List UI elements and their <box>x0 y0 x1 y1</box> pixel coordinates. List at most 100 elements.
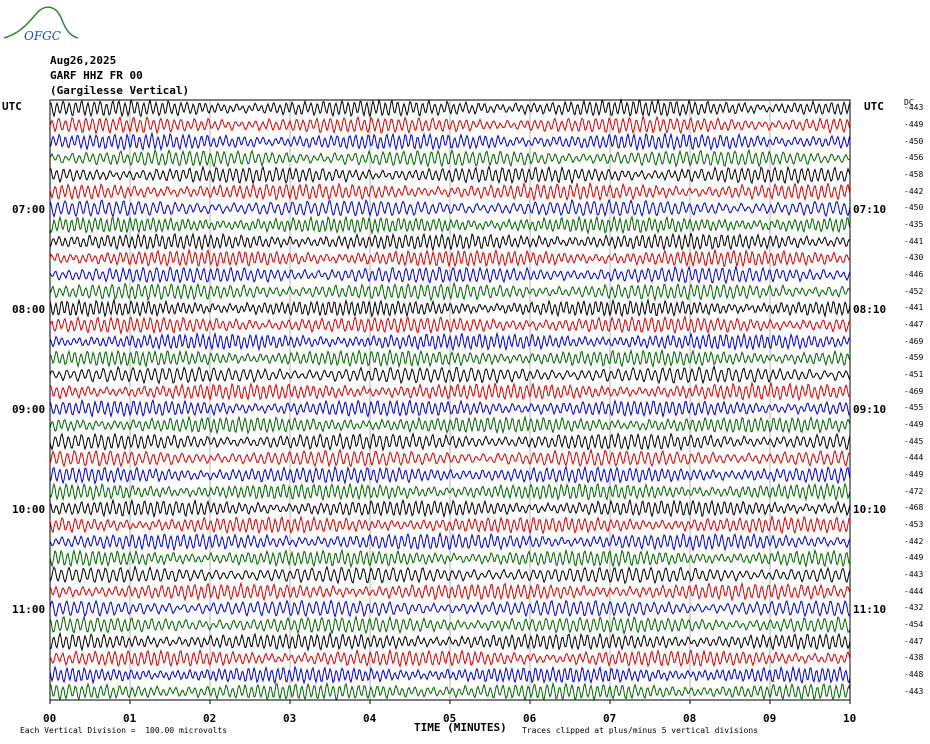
seismic-trace <box>49 248 851 268</box>
dc-offset-label: -443 <box>904 570 924 579</box>
right-time-label: 07:10 <box>853 203 887 216</box>
scale-note: Each Vertical Division = 100.00 microvol… <box>20 726 228 735</box>
seismic-trace <box>49 264 851 285</box>
seismic-trace <box>49 298 851 319</box>
dc-offset-label: -443 <box>904 686 924 696</box>
x-tick-label: 10 <box>843 712 857 725</box>
seismic-trace <box>49 181 851 202</box>
header-station: GARF HHZ FR 00 <box>50 69 143 82</box>
dc-offset-label: -469 <box>904 336 924 346</box>
x-tick-label: 07 <box>603 712 617 725</box>
seismic-trace <box>49 448 851 468</box>
dc-offset-label: -441 <box>904 303 924 313</box>
dc-offset-label: -450 <box>904 136 924 146</box>
x-tick-label: 05 <box>443 712 457 725</box>
dc-offset-label: -445 <box>904 436 924 446</box>
dc-offset-label: -472 <box>904 486 924 496</box>
seismic-trace <box>49 498 851 519</box>
seismic-trace <box>49 148 851 168</box>
dc-offset-label: -458 <box>904 170 924 179</box>
seismic-trace <box>49 398 851 419</box>
x-tick-label: 01 <box>123 712 137 725</box>
left-time-label: 07:00 <box>12 203 46 216</box>
dc-offset-label: -447 <box>904 636 924 646</box>
utc-label-left: UTC <box>2 100 22 113</box>
dc-offset-label: -435 <box>904 220 924 229</box>
seismic-trace <box>49 281 851 303</box>
dc-offset-label: -456 <box>904 153 924 163</box>
dc-offset-label: -455 <box>904 403 924 413</box>
clip-note: Traces clipped at plus/minus 5 vertical … <box>522 726 759 735</box>
dc-offset-label: -451 <box>904 370 924 379</box>
dc-offset-label: -443 <box>904 103 924 113</box>
dc-offset-label: -441 <box>904 236 924 246</box>
dc-offset-label: -449 <box>904 420 924 429</box>
dc-offset-label: -442 <box>904 536 924 546</box>
dc-label: DC <box>904 98 914 107</box>
seismic-trace <box>49 631 851 652</box>
dc-offset-label: -442 <box>904 186 924 196</box>
seismic-trace <box>49 531 851 552</box>
seismic-trace <box>49 97 851 119</box>
seismic-trace <box>49 215 851 236</box>
left-time-label: 10:00 <box>12 503 46 516</box>
seismic-trace <box>49 681 851 702</box>
ofgc-logo: OFGC <box>3 6 79 43</box>
grid <box>49 99 851 704</box>
seismic-trace <box>49 315 851 336</box>
utc-label-right: UTC <box>864 100 884 113</box>
seismic-trace <box>49 564 851 585</box>
seismic-trace <box>49 432 851 452</box>
dc-offset-label: -449 <box>904 470 924 479</box>
right-time-label: 08:10 <box>853 303 887 316</box>
x-tick-label: 03 <box>283 712 297 725</box>
header-location: (Gargilesse Vertical) <box>50 84 190 97</box>
seismic-trace <box>49 465 851 485</box>
seismic-trace <box>49 381 851 402</box>
dc-offset-label: -469 <box>904 386 924 396</box>
x-tick-label: 06 <box>523 712 537 725</box>
dc-offset-label: -448 <box>904 670 924 679</box>
dc-offset-label: -449 <box>904 120 924 129</box>
dc-offset-label: -446 <box>904 270 924 279</box>
seismic-trace <box>49 665 851 685</box>
x-tick-label: 09 <box>763 712 777 725</box>
dc-offset-label: -432 <box>904 603 924 613</box>
logo-text: OFGC <box>24 29 61 43</box>
right-time-label: 09:10 <box>853 403 887 416</box>
x-tick-label: 02 <box>203 712 217 725</box>
dc-offset-label: -454 <box>904 620 924 629</box>
right-time-label: 10:10 <box>853 503 887 516</box>
right-time-label: 11:10 <box>853 603 887 616</box>
seismic-trace <box>49 599 851 619</box>
x-tick-label: 00 <box>43 712 57 725</box>
x-axis-title: TIME (MINUTES) <box>414 721 507 734</box>
dc-offset-label: -438 <box>904 653 924 663</box>
seismic-trace <box>49 548 851 569</box>
dc-offset-label: -468 <box>904 503 924 513</box>
dc-offset-label: -449 <box>904 553 924 563</box>
seismic-trace <box>49 232 851 252</box>
x-tick-label: 04 <box>363 712 377 725</box>
left-time-label: 09:00 <box>12 403 46 416</box>
dc-offset-label: -453 <box>904 520 924 529</box>
seismic-trace <box>49 131 851 152</box>
seismic-trace <box>49 581 851 602</box>
seismic-trace <box>49 415 851 435</box>
header-date: Aug26,2025 <box>50 54 117 67</box>
seismic-trace <box>49 348 851 369</box>
left-time-label: 11:00 <box>12 603 46 616</box>
dc-offset-label: -430 <box>904 253 924 263</box>
seismic-trace <box>49 614 851 636</box>
dc-offset-label: -452 <box>904 286 924 296</box>
seismic-trace <box>49 514 851 536</box>
dc-offset-label: -447 <box>904 320 924 329</box>
dc-offset-label: -444 <box>904 586 924 596</box>
seismic-trace <box>49 331 851 352</box>
seismic-trace <box>49 481 851 502</box>
seismic-trace <box>49 115 851 135</box>
left-time-label: 08:00 <box>12 303 46 316</box>
seismic-trace <box>49 364 851 385</box>
seismic-trace <box>49 165 851 185</box>
